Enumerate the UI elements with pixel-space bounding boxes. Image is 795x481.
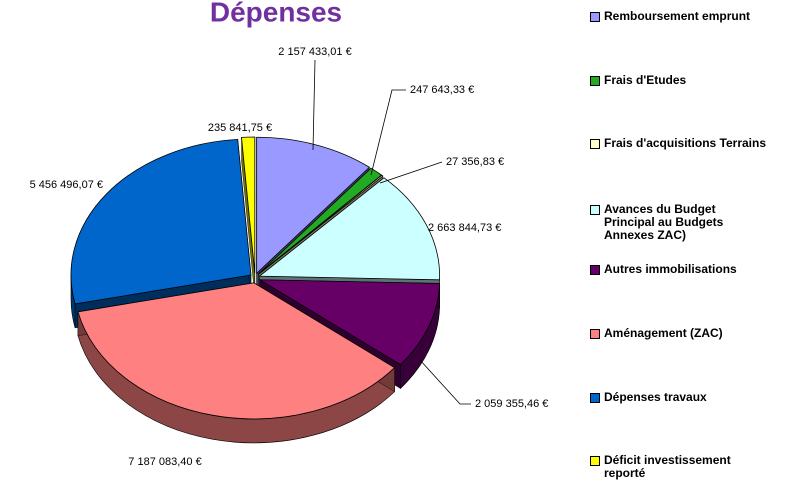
slice xyxy=(77,282,396,420)
data-label: 5 456 496,07 € xyxy=(30,179,103,191)
legend-swatch xyxy=(590,139,600,149)
slice xyxy=(241,136,256,274)
slice xyxy=(256,136,371,275)
data-label: 235 841,75 € xyxy=(208,122,272,134)
legend-item: Avances du Budget Principal au Budgets A… xyxy=(590,203,790,242)
legend-item: Frais d'Etudes xyxy=(590,74,790,87)
leader-line xyxy=(419,359,471,405)
slice xyxy=(258,279,441,366)
legend-item: Dépenses travaux xyxy=(590,391,790,404)
legend-swatch xyxy=(590,12,600,22)
legend-label: Déficit investissement reporté xyxy=(604,453,731,480)
data-label: 247 643,33 € xyxy=(410,84,474,96)
data-label: 2 157 433,01 € xyxy=(278,46,351,58)
pie-tops xyxy=(70,136,441,420)
data-label: 2 663 844,73 € xyxy=(428,222,501,234)
slice xyxy=(258,177,440,281)
legend-item: Frais d'acquisitions Terrains xyxy=(590,137,790,150)
legend-label: Frais d'acquisitions Terrains xyxy=(604,136,767,150)
data-label: 2 059 355,46 € xyxy=(475,398,548,410)
legend-item: Autres immobilisations xyxy=(590,263,790,276)
slice xyxy=(70,138,252,305)
leader-line xyxy=(370,89,406,176)
leader-line xyxy=(312,59,316,151)
legend-item: Remboursement emprunt xyxy=(590,10,790,23)
legend-swatch xyxy=(590,393,600,403)
legend-item: Déficit investissement reporté xyxy=(590,454,790,480)
legend-swatch xyxy=(590,76,600,86)
leader-line xyxy=(379,161,443,184)
chart-title: Dépenses xyxy=(210,0,342,27)
legend-label: Avances du Budget Principal au Budgets A… xyxy=(604,202,724,242)
data-label: 7 187 083,40 € xyxy=(128,456,201,468)
legend-label: Aménagement (ZAC) xyxy=(604,326,723,340)
legend-label: Frais d'Etudes xyxy=(604,73,687,87)
legend-label: Dépenses travaux xyxy=(604,390,707,404)
slice xyxy=(258,174,384,275)
legend-item: Aménagement (ZAC) xyxy=(590,327,790,340)
legend-label: Remboursement emprunt xyxy=(604,9,751,23)
legend-swatch xyxy=(590,205,600,215)
legend-swatch xyxy=(590,265,600,275)
legend-swatch xyxy=(590,329,600,339)
legend-label: Autres immobilisations xyxy=(604,262,737,276)
legend-swatch xyxy=(590,456,600,466)
data-label: 27 356,83 € xyxy=(446,156,504,168)
